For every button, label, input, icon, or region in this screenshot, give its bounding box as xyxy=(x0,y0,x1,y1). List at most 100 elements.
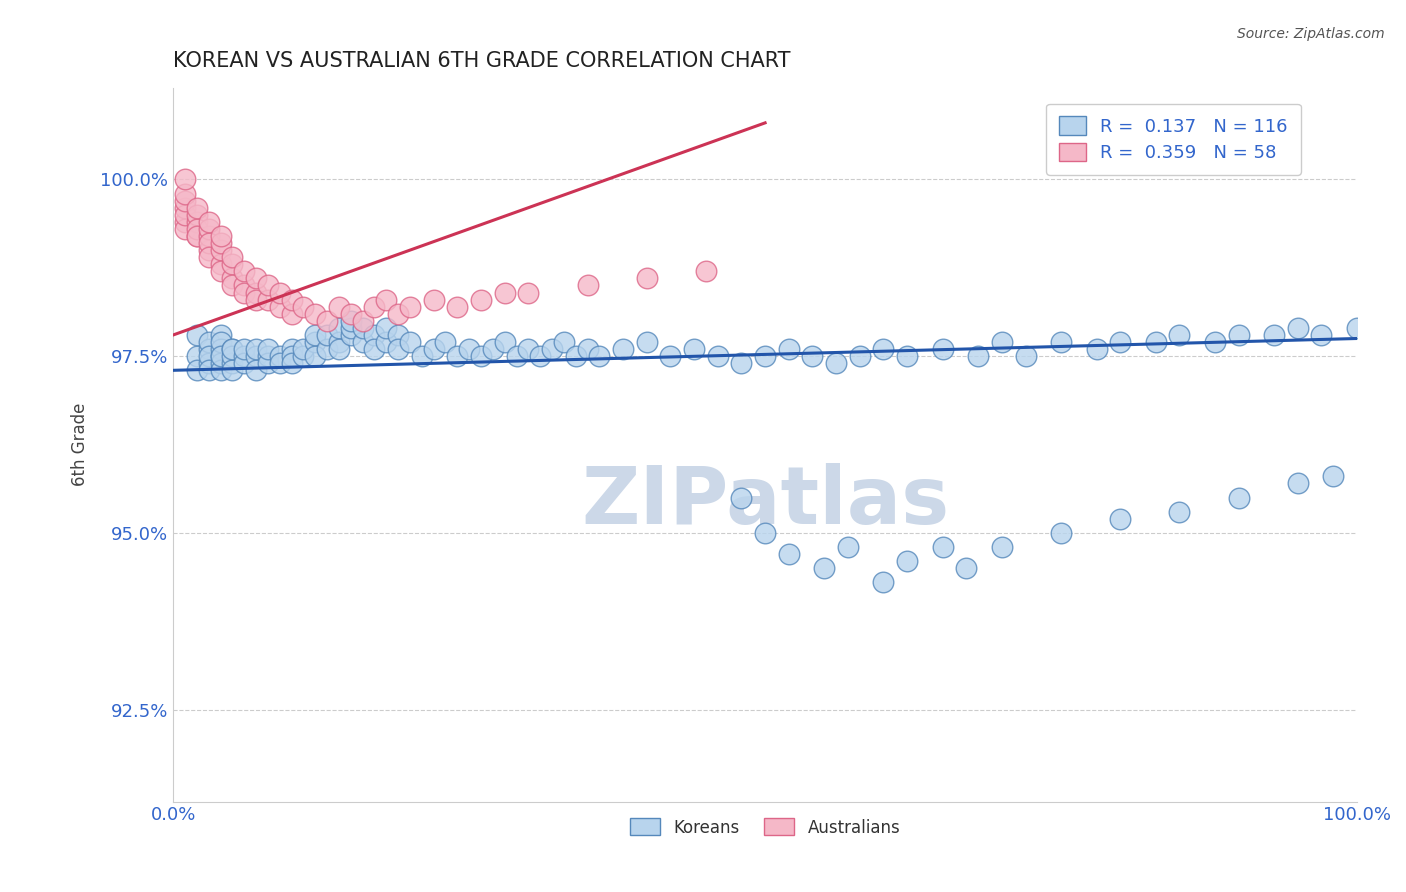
Point xyxy=(280,356,302,370)
Point xyxy=(245,349,267,363)
Legend: Koreans, Australians: Koreans, Australians xyxy=(623,812,907,843)
Point xyxy=(304,349,326,363)
Point xyxy=(221,342,243,356)
Point xyxy=(1263,328,1285,343)
Point xyxy=(174,222,197,236)
Point xyxy=(209,334,232,349)
Point xyxy=(328,334,350,349)
Point xyxy=(257,349,280,363)
Point xyxy=(636,334,658,349)
Point xyxy=(422,293,444,307)
Point xyxy=(209,243,232,257)
Point xyxy=(245,363,267,377)
Point xyxy=(328,321,350,335)
Point xyxy=(778,547,800,561)
Point xyxy=(269,356,291,370)
Point xyxy=(174,194,197,208)
Point xyxy=(470,349,492,363)
Point xyxy=(352,334,374,349)
Point xyxy=(186,349,208,363)
Point xyxy=(186,229,208,244)
Point xyxy=(778,342,800,356)
Point xyxy=(280,349,302,363)
Point xyxy=(186,229,208,244)
Point xyxy=(470,293,492,307)
Point xyxy=(1227,328,1250,343)
Point xyxy=(1322,469,1344,483)
Point xyxy=(849,349,872,363)
Point xyxy=(197,243,219,257)
Point xyxy=(221,250,243,264)
Point xyxy=(186,363,208,377)
Point xyxy=(186,215,208,229)
Point xyxy=(304,328,326,343)
Point xyxy=(1085,342,1108,356)
Point xyxy=(754,525,776,540)
Point xyxy=(517,342,540,356)
Point xyxy=(186,328,208,343)
Point xyxy=(304,307,326,321)
Point xyxy=(541,342,564,356)
Point xyxy=(837,540,859,554)
Point xyxy=(197,363,219,377)
Text: Source: ZipAtlas.com: Source: ZipAtlas.com xyxy=(1237,27,1385,41)
Point xyxy=(292,349,315,363)
Point xyxy=(257,342,280,356)
Point xyxy=(458,342,481,356)
Point xyxy=(636,271,658,285)
Point xyxy=(280,293,302,307)
Point xyxy=(245,271,267,285)
Point xyxy=(411,349,433,363)
Point xyxy=(257,356,280,370)
Point xyxy=(494,285,516,300)
Y-axis label: 6th Grade: 6th Grade xyxy=(72,403,89,486)
Point xyxy=(363,342,385,356)
Point xyxy=(328,342,350,356)
Point xyxy=(896,349,918,363)
Point xyxy=(209,229,232,244)
Point xyxy=(197,235,219,250)
Point xyxy=(754,349,776,363)
Point xyxy=(363,328,385,343)
Point xyxy=(576,342,599,356)
Point xyxy=(659,349,682,363)
Text: ZIPatlas: ZIPatlas xyxy=(581,463,949,541)
Point xyxy=(1168,328,1191,343)
Point xyxy=(1109,512,1132,526)
Point xyxy=(825,356,848,370)
Point xyxy=(197,229,219,244)
Point xyxy=(505,349,527,363)
Point xyxy=(387,342,409,356)
Point xyxy=(399,300,422,314)
Point xyxy=(221,356,243,370)
Point xyxy=(221,271,243,285)
Point xyxy=(245,293,267,307)
Point xyxy=(233,285,256,300)
Point xyxy=(1286,476,1309,491)
Point xyxy=(422,342,444,356)
Point xyxy=(304,334,326,349)
Point xyxy=(269,349,291,363)
Point xyxy=(553,334,575,349)
Point xyxy=(1204,334,1226,349)
Point xyxy=(446,349,468,363)
Point xyxy=(612,342,634,356)
Point xyxy=(174,215,197,229)
Point xyxy=(991,540,1014,554)
Point xyxy=(1014,349,1036,363)
Point xyxy=(801,349,824,363)
Point xyxy=(730,356,752,370)
Point xyxy=(375,334,398,349)
Point xyxy=(197,222,219,236)
Point xyxy=(872,575,894,590)
Point xyxy=(931,540,953,554)
Point xyxy=(245,285,267,300)
Point xyxy=(221,278,243,293)
Point xyxy=(233,349,256,363)
Point xyxy=(209,363,232,377)
Point xyxy=(1050,334,1073,349)
Point xyxy=(1144,334,1167,349)
Point xyxy=(1227,491,1250,505)
Point xyxy=(233,264,256,278)
Point xyxy=(269,285,291,300)
